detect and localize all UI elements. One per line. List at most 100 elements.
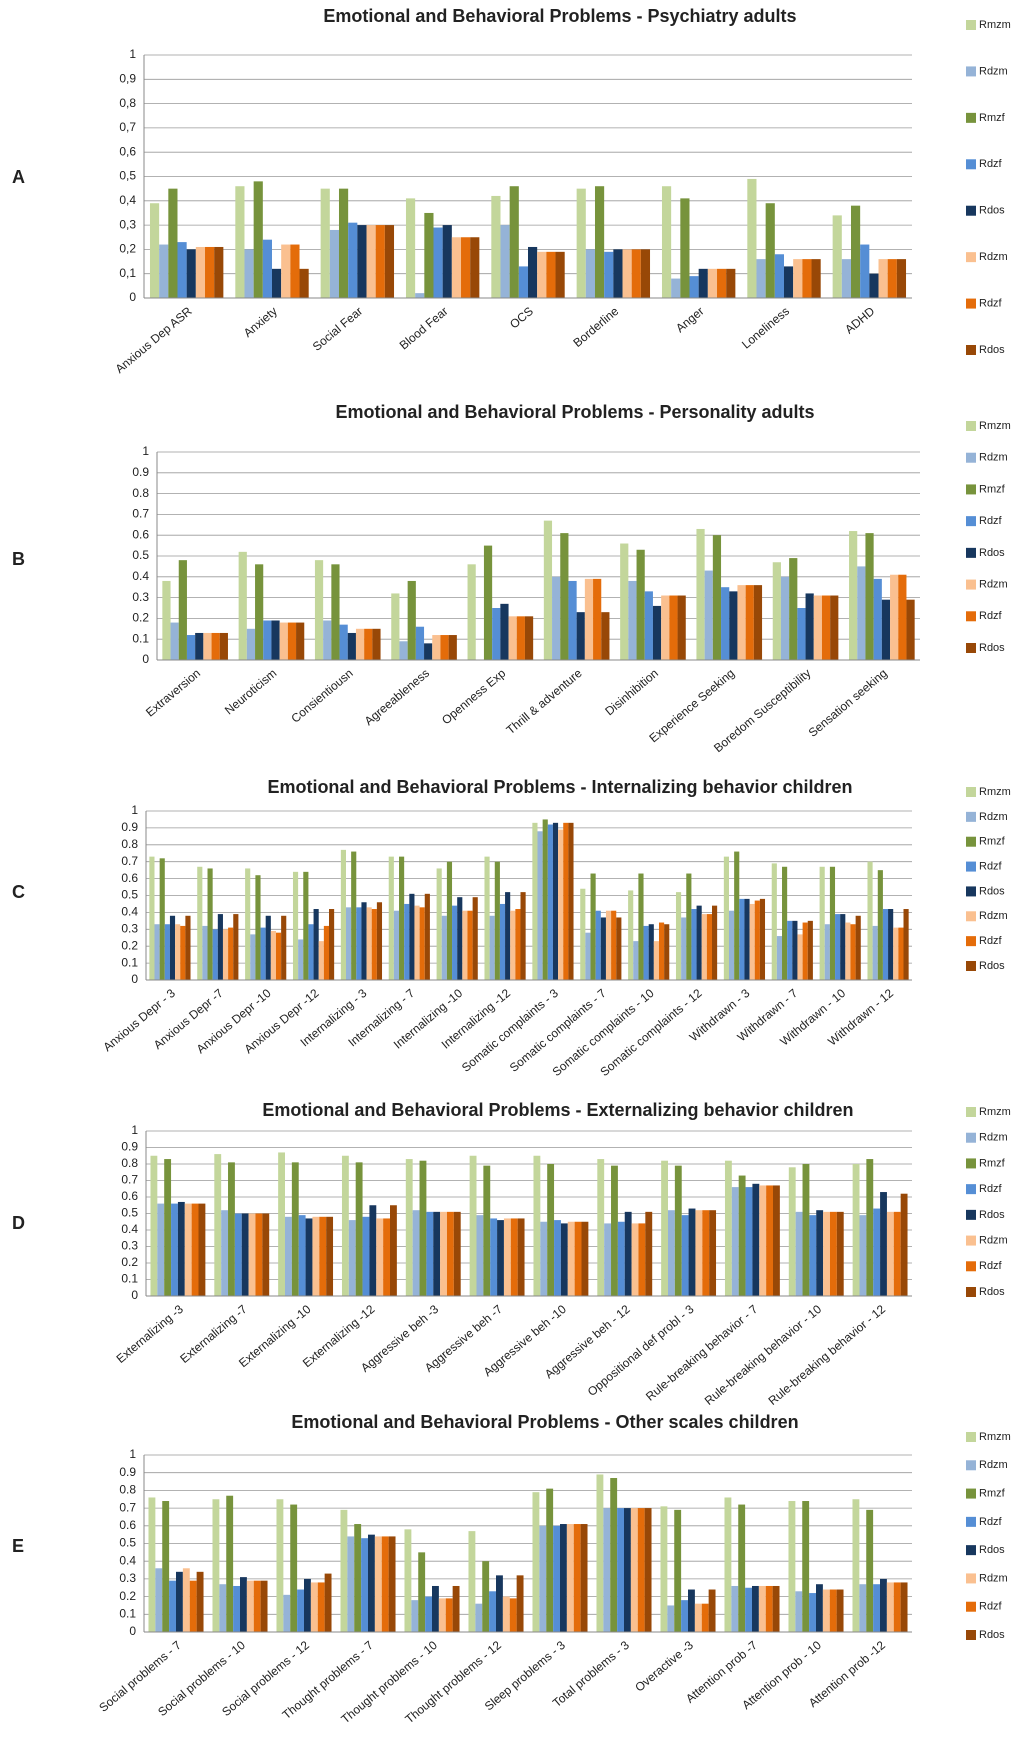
y-tick-label: 0.7 [119,1500,136,1514]
bar [376,1218,384,1296]
bar [674,1509,682,1632]
bar [323,620,332,660]
bar [795,1211,803,1296]
y-tick-label: 0.1 [132,631,149,645]
y-tick-label: 0.1 [119,1606,136,1620]
bar [347,632,356,660]
bar [574,1221,582,1296]
bar [759,898,766,980]
bar [467,564,476,660]
panel: E Emotional and Behavioral Problems - Oth… [12,1412,1011,1727]
bar [489,915,495,980]
bar [524,616,534,660]
bar [348,1220,356,1296]
legend-label: Rdzm [979,65,1008,77]
y-tick-label: 0.6 [121,1189,138,1203]
bar [845,922,851,980]
legend-swatch [966,1488,976,1499]
bar [442,225,452,298]
legend-swatch [966,112,976,123]
bar [771,863,777,980]
bar [745,585,754,660]
bar [738,1175,746,1296]
panel: D Emotional and Behavioral Problems - Ext… [12,1100,1011,1408]
bar [253,1580,261,1632]
bar [823,1211,830,1296]
bar [661,186,672,298]
bar [281,915,287,980]
bar [154,924,160,980]
bar [157,1203,165,1296]
bar [866,1159,874,1296]
bar [484,856,490,980]
legend-swatch [966,836,976,847]
bar [849,531,858,660]
bar [640,249,651,298]
bar [388,856,394,980]
bar [178,560,187,660]
bar [752,1183,760,1296]
y-tick-label: 0.2 [119,1589,136,1603]
bar [661,595,670,660]
y-tick-label: 0.7 [132,507,149,521]
x-tick-label: ADHD [842,304,877,337]
bar [191,1203,199,1296]
legend-label: Rdzf [979,1183,1003,1195]
bar [162,1501,170,1632]
bar [440,635,449,660]
bar [186,635,196,660]
x-tick-label: Openness Exp [439,666,509,728]
bar [212,929,218,980]
bar [483,545,493,660]
bar [671,278,681,298]
bar [793,259,803,298]
bar [313,909,319,980]
bar [226,1495,234,1632]
bar [881,599,891,660]
bar [712,535,722,660]
bar [552,822,559,980]
bar [159,858,165,980]
x-tick-label: Externalizing -3 [114,1302,187,1366]
bar [731,1585,739,1632]
bar [509,186,519,298]
bar [255,875,261,980]
bar [869,273,879,298]
bar [633,941,639,980]
y-tick-label: 0.1 [121,1272,138,1286]
y-tick-label: 0,7 [119,120,136,134]
bar [246,628,256,660]
bar [467,910,473,980]
legend-label: Rmzm [979,1431,1011,1443]
y-tick-label: 0,8 [119,96,136,110]
legend-label: Rdzm [979,251,1008,263]
bar [816,1584,823,1632]
bar [515,909,521,980]
bar [542,819,548,980]
bar [644,1508,652,1632]
bar [491,195,501,298]
x-tick-label: Thrill & adventure [504,666,585,737]
bar [701,1603,709,1632]
bar [819,866,825,980]
legend-label: Rmzm [979,420,1011,432]
bar [611,1165,618,1296]
bar [217,914,223,980]
bar [297,1589,304,1632]
legend-swatch [966,205,976,216]
bar [284,1216,292,1296]
bar [164,924,170,980]
legend-swatch [966,1107,976,1117]
bar [686,873,692,980]
panel-label: C [12,882,25,902]
bar [219,632,228,660]
y-tick-label: 0.7 [121,854,138,868]
bar [600,917,606,980]
legend-swatch [966,159,976,170]
bar [244,249,254,298]
y-tick-label: 1 [129,1447,136,1461]
bar [198,1203,206,1296]
bar [744,898,750,980]
bar [667,1210,675,1296]
bar [298,1215,306,1296]
